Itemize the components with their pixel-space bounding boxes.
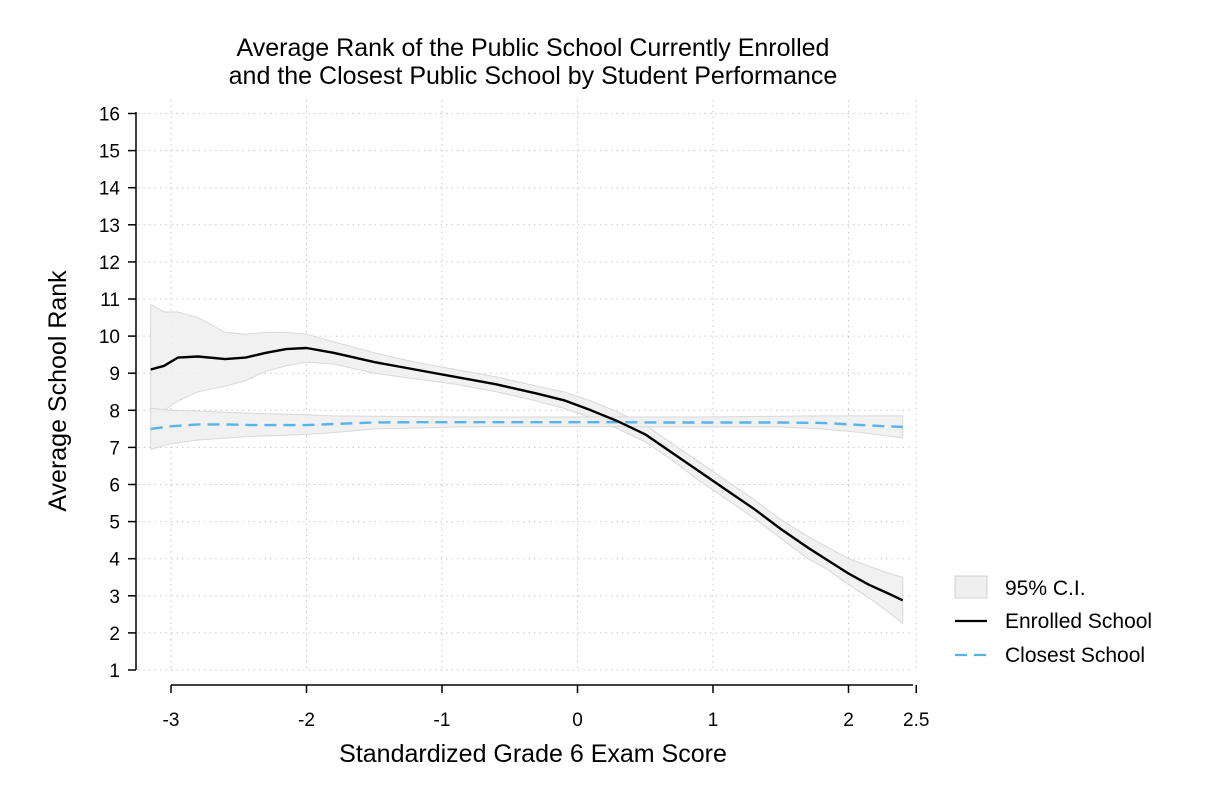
y-tick-label: 8 [109, 401, 120, 422]
enrolled-school-line [150, 346, 904, 602]
x-tick-label: -1 [434, 710, 451, 731]
legend-ci-swatch [954, 575, 988, 599]
legend-closest-label: Closest School [1005, 644, 1145, 667]
y-tick-label: 7 [109, 438, 120, 459]
legend-enrolled-label: Enrolled School [1005, 610, 1152, 633]
x-tick-label: 2 [843, 710, 854, 731]
y-tick-label: 5 [109, 513, 120, 534]
legend: 95% C.I. Enrolled School Closest School [954, 575, 1152, 667]
chart-title: Average Rank of the Public School Curren… [229, 34, 838, 90]
y-tick-label: 1 [109, 661, 120, 682]
confidence-bands [150, 303, 904, 625]
x-axis-label: Standardized Grade 6 Exam Score [339, 740, 727, 768]
y-axis-label: Average School Rank [44, 270, 72, 512]
y-tick-label: 3 [109, 587, 120, 608]
y-tick-label: 4 [109, 550, 120, 571]
series-lines [150, 346, 904, 602]
enrolled-ci-band [150, 303, 904, 625]
chart-title-line-2: and the Closest Public School by Student… [229, 62, 838, 90]
y-tick-label: 16 [99, 105, 120, 126]
y-tick-label: 10 [99, 327, 120, 348]
closest-school-line [150, 421, 903, 431]
x-tick-label: -3 [163, 710, 180, 731]
gridlines [138, 100, 917, 671]
y-tick-label: 11 [100, 290, 120, 311]
axes [135, 112, 913, 686]
x-tick-label: -2 [298, 710, 315, 731]
chart-title-line-1: Average Rank of the Public School Curren… [237, 34, 830, 62]
y-tick-label: 12 [99, 253, 120, 274]
y-tick-label: 6 [109, 476, 120, 497]
x-ticks: -3 -2 -1 0 1 2 2.5 [163, 685, 929, 731]
x-tick-label: 2.5 [903, 710, 929, 731]
x-tick-label: 0 [572, 710, 583, 731]
y-tick-label: 14 [99, 179, 121, 200]
legend-ci-label: 95% C.I. [1005, 577, 1086, 600]
y-tick-label: 15 [99, 142, 120, 163]
closest-ci-band [150, 407, 904, 450]
x-tick-label: 1 [708, 710, 719, 731]
y-tick-label: 2 [109, 624, 120, 645]
y-tick-label: 9 [109, 364, 120, 385]
y-tick-label: 13 [99, 216, 120, 237]
